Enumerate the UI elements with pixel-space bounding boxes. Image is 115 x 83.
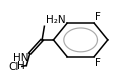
- Text: F: F: [95, 12, 100, 22]
- Text: Cl: Cl: [8, 62, 18, 72]
- Text: H: H: [17, 61, 25, 71]
- Text: F: F: [95, 58, 100, 68]
- Text: HN: HN: [13, 53, 28, 63]
- Text: H₂N: H₂N: [45, 15, 65, 25]
